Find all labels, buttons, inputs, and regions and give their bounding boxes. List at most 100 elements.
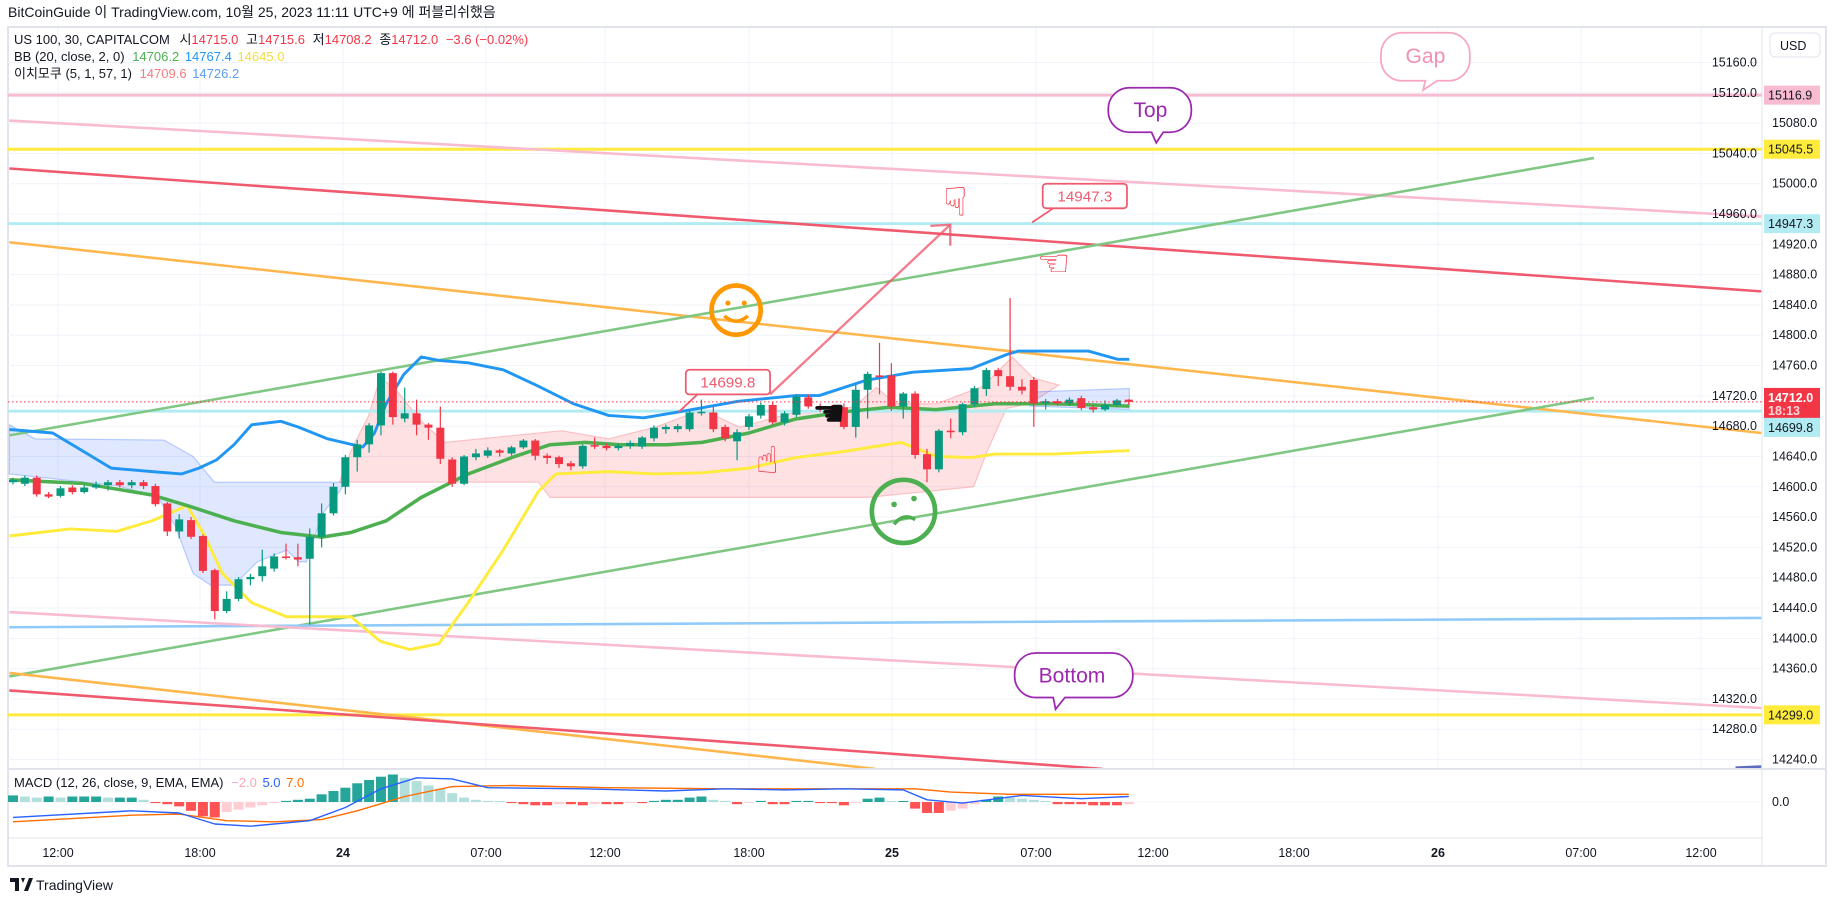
candle-body	[1112, 400, 1121, 405]
price-axis[interactable]: 15080.0 15000.0 14920.0 14880.0 14840.0 14800…	[1764, 85, 1820, 767]
price-pane[interactable]: 14947.3 14699.8 Gap Top Bottom	[8, 28, 1762, 838]
hand-pointing-up-icon: ☝	[756, 439, 779, 481]
candle-body	[270, 556, 279, 569]
candle	[258, 549, 267, 582]
currency-button[interactable]: USD	[1769, 32, 1821, 58]
callout-14947[interactable]: 14947.3	[1031, 182, 1128, 224]
price-badge: 14299.0	[1764, 705, 1820, 725]
macd-histogram-bar	[1040, 800, 1051, 802]
macd-histogram-bar	[1111, 802, 1122, 806]
price-tick-label: 14400.0	[1772, 631, 1817, 645]
price-badge: 15045.5	[1764, 139, 1820, 159]
macd-histogram-bar	[281, 800, 292, 802]
time-tick-label: 12:00	[42, 846, 73, 860]
time-axis[interactable]: 12:00 18:00 24 07:00 12:00 18:00 25 07:00 12:00 1…	[42, 846, 1716, 860]
candle	[673, 423, 682, 433]
candle	[816, 403, 825, 412]
macd-histogram-bar	[1088, 802, 1099, 806]
candle	[1077, 395, 1086, 411]
macd-histogram-bar	[910, 802, 921, 809]
candle-body	[1124, 399, 1133, 402]
candle	[56, 486, 65, 498]
top-bubble[interactable]: Top	[1107, 86, 1193, 145]
candle-body	[68, 487, 77, 493]
time-tick-label: 18:00	[184, 846, 215, 860]
macd-histogram-bar	[554, 802, 565, 805]
macd-histogram-bar	[827, 802, 838, 804]
gap-bubble[interactable]: Gap	[1380, 31, 1471, 93]
candle-body	[103, 482, 112, 486]
candle-body	[982, 370, 991, 390]
symbol-legend[interactable]: US 100, 30, CAPITALCOM 시14715.0 고14715.6…	[14, 32, 528, 47]
macd-histogram-bar	[126, 797, 137, 802]
price-badge-box	[1764, 214, 1820, 234]
candle	[436, 406, 445, 465]
macd-plot	[8, 774, 1134, 827]
time-tick-label: 18:00	[1278, 846, 1309, 860]
macd-histogram-bar	[233, 802, 244, 810]
price-tick-label: 14480.0	[1772, 571, 1817, 585]
candle-body	[756, 404, 765, 416]
candle-body	[222, 598, 231, 612]
macd-histogram-bar	[150, 802, 161, 804]
candle	[626, 440, 635, 449]
candle	[198, 534, 207, 574]
price-badge-value: 15045.5	[1768, 143, 1813, 157]
candle-body	[436, 427, 445, 459]
bb-name: BB (20, close, 2, 0)	[14, 49, 125, 64]
candle-body	[353, 444, 362, 458]
macd-signal-value: 7.0	[286, 775, 304, 790]
candle-body	[460, 456, 469, 484]
candle	[756, 402, 765, 419]
price-tick-label: 15160.0	[1712, 55, 1757, 69]
candle-body	[32, 477, 41, 495]
candle-body	[911, 393, 920, 455]
candle-body	[1017, 386, 1026, 391]
annotations[interactable]: 14947.3 14699.8 Gap Top Bottom	[678, 31, 1471, 712]
macd-histogram-bar	[933, 802, 944, 813]
chart-frame	[7, 26, 1827, 867]
macd-histogram-bar	[257, 802, 268, 806]
price-badge: 14947.3	[1764, 214, 1820, 234]
price-tick-label: 14720.0	[1712, 389, 1757, 403]
price-tick-label: 14320.0	[1712, 692, 1757, 706]
candle	[270, 553, 279, 572]
macd-histogram-bar	[981, 799, 992, 802]
bb-legend[interactable]: BB (20, close, 2, 0) 14706.2 14767.4 146…	[14, 49, 284, 64]
candle-body	[376, 373, 385, 426]
callout-14699[interactable]: 14699.8	[678, 368, 771, 413]
candle	[20, 475, 29, 487]
time-tick-label: 12:00	[1137, 846, 1168, 860]
candle-body	[970, 388, 979, 405]
projection-arrow[interactable]	[769, 223, 952, 396]
arrow-shaft	[769, 223, 952, 396]
candle	[911, 391, 920, 459]
time-tick-label: 26	[1431, 846, 1445, 860]
trend-line-drawings[interactable]	[9, 119, 1762, 769]
macd-histogram-bar	[1064, 802, 1075, 805]
macd-histogram-bar	[720, 800, 731, 802]
candle-body	[887, 375, 896, 407]
candle	[424, 423, 433, 440]
price-tick-label: 14960.0	[1712, 207, 1757, 221]
bubble-text: Bottom	[1039, 664, 1106, 687]
macd-pane[interactable]	[8, 774, 1762, 827]
macd-histogram-bar	[648, 800, 659, 802]
tradingview-logo[interactable]: TradingView	[10, 877, 114, 893]
ichimoku-legend[interactable]: 이치모쿠 (5, 1, 57, 1) 14709.6 14726.2	[14, 66, 239, 81]
candle	[982, 367, 991, 396]
macd-histogram-bar	[399, 777, 410, 802]
price-badge-box	[1764, 85, 1820, 105]
bubble-shape	[1380, 31, 1471, 93]
bottom-bubble[interactable]: Bottom	[1013, 652, 1134, 712]
macd-histogram-bar	[162, 802, 173, 805]
candle-body	[531, 440, 540, 456]
candle-body	[649, 427, 658, 439]
candle-body	[721, 426, 730, 439]
candle-body	[994, 370, 1003, 377]
macd-histogram-bar	[8, 795, 18, 802]
bb-lower-value: 14645.0	[237, 49, 284, 64]
macd-legend[interactable]: MACD (12, 26, close, 9, EMA, EMA) −2.0 5…	[14, 775, 304, 790]
candle-body	[80, 487, 89, 493]
candle	[507, 445, 516, 456]
